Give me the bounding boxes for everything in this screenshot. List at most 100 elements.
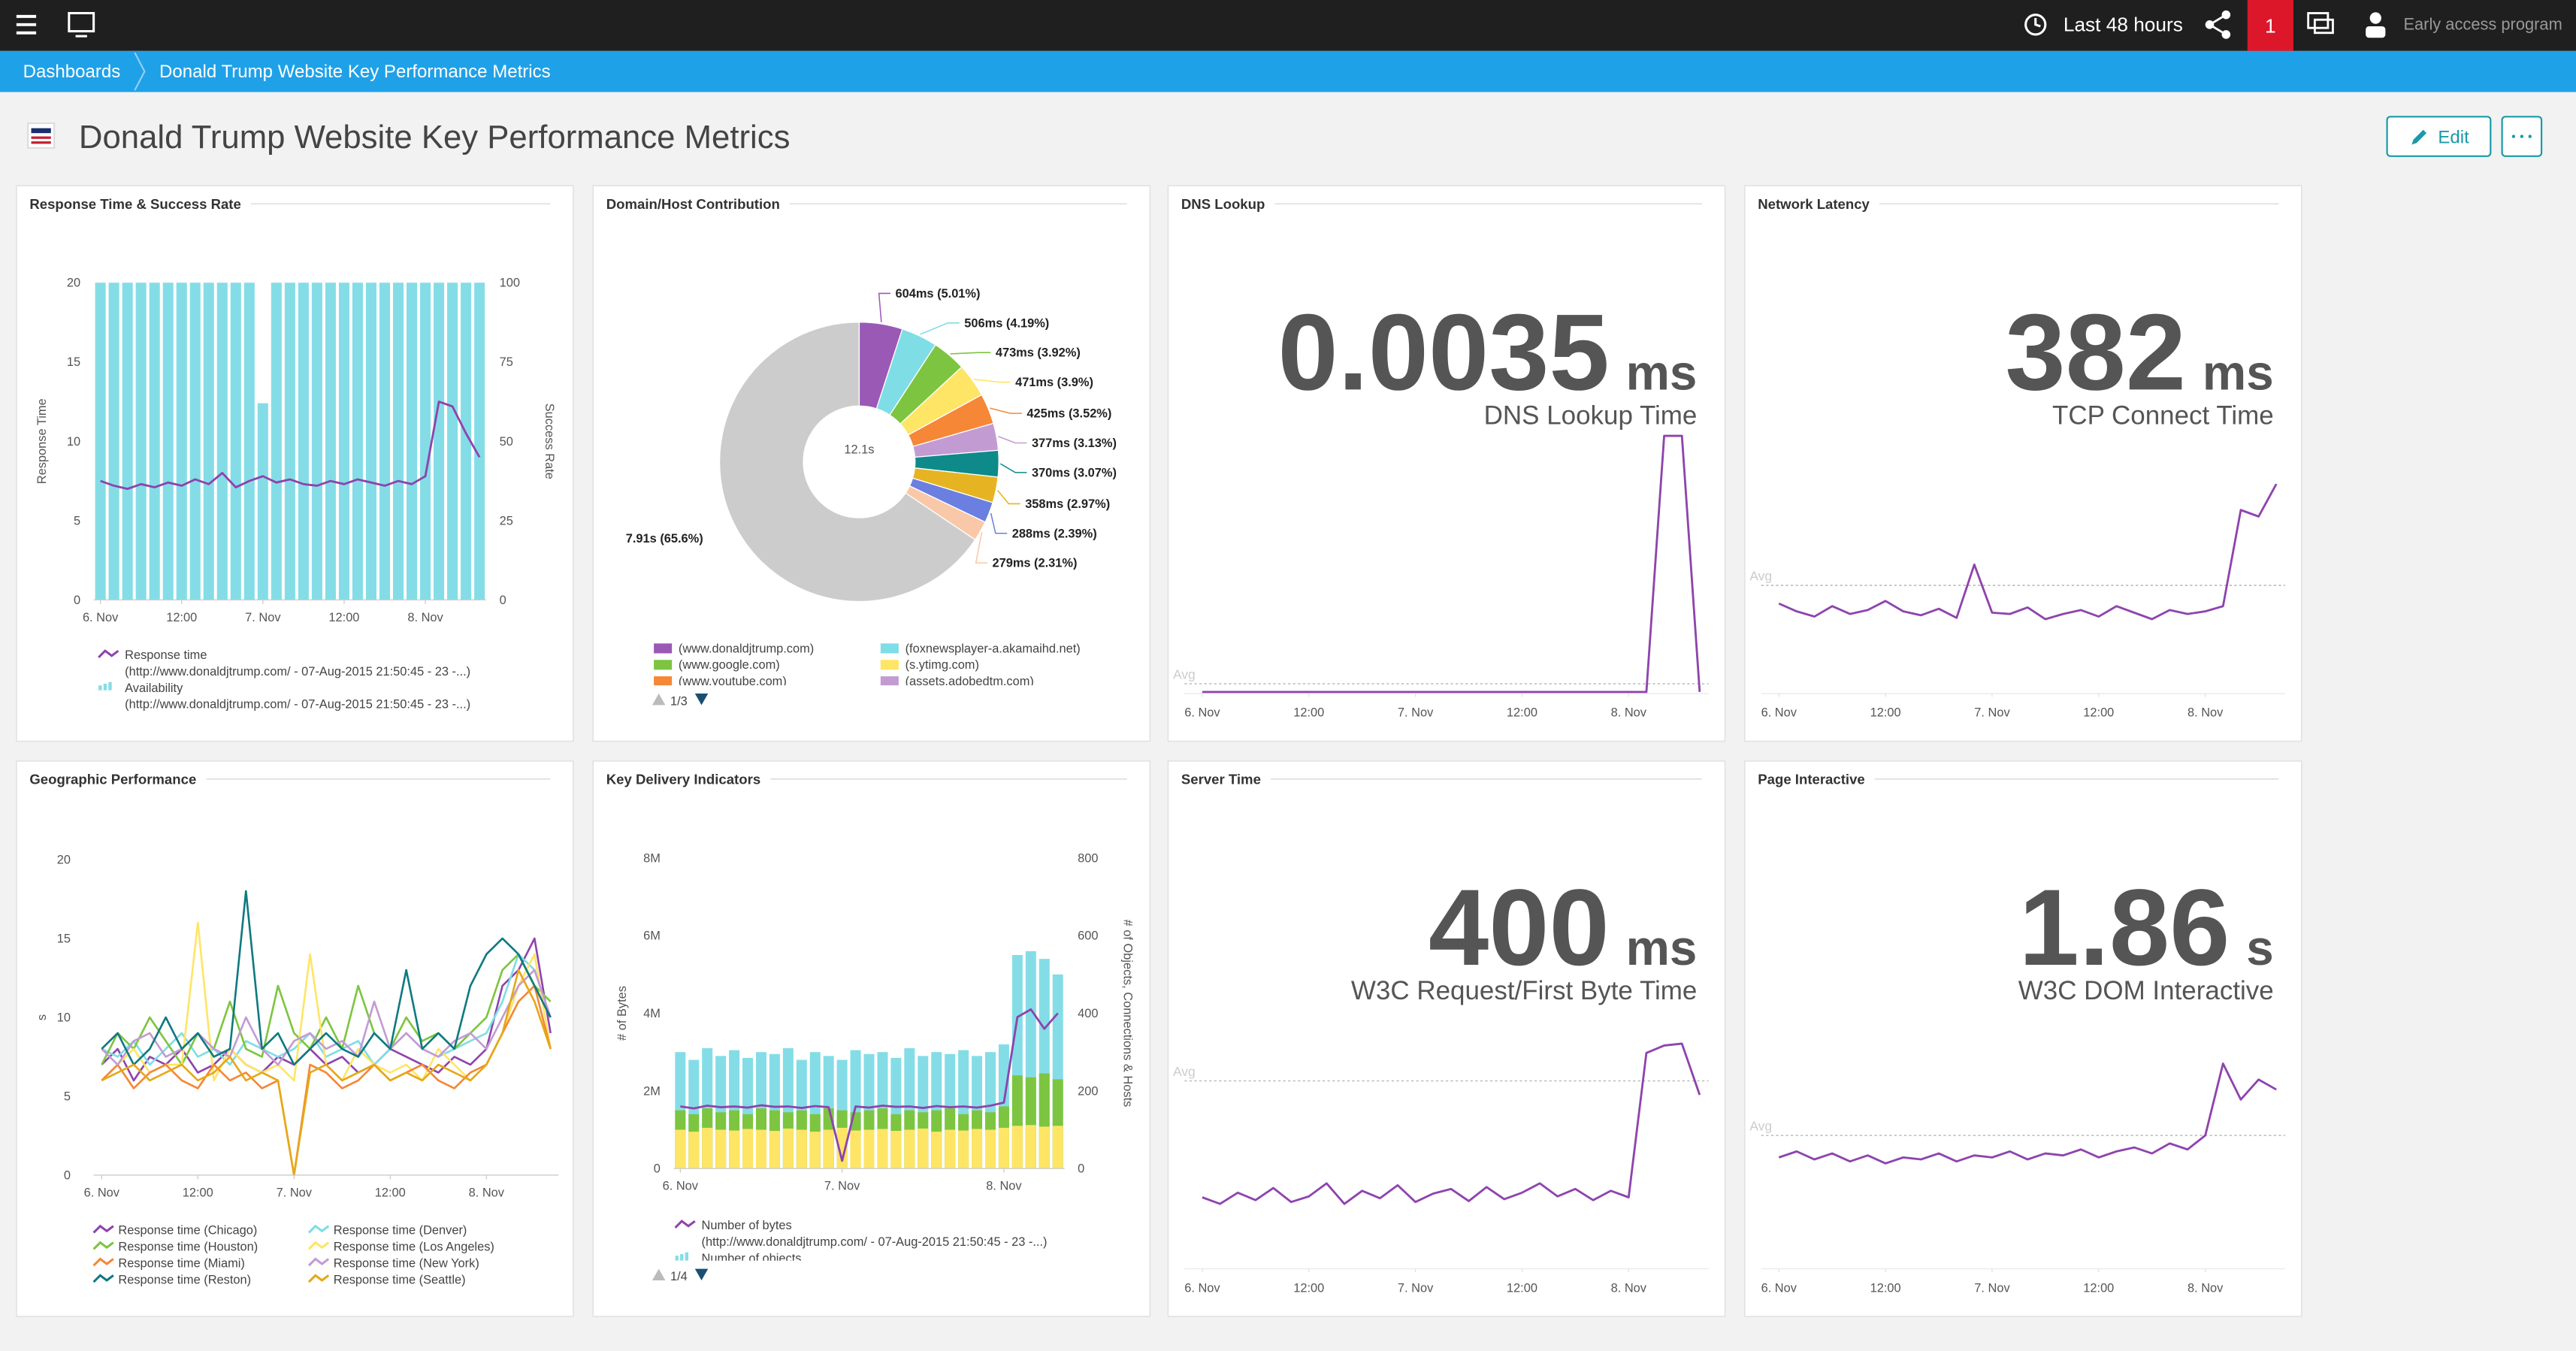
x-tick-label: 12:00 (183, 1186, 213, 1199)
y-tick-label: 15 (67, 355, 80, 369)
y-axis-title: s (35, 1014, 49, 1020)
bar (836, 1127, 848, 1169)
big-value: 400 (1429, 866, 1610, 988)
pager-up[interactable] (652, 694, 666, 706)
tile-title: Response Time & Success Rate (29, 196, 240, 212)
bar (715, 1129, 727, 1169)
dashboard-icon[interactable] (68, 11, 95, 38)
notification-count[interactable]: 1 (2265, 15, 2276, 38)
edit-button[interactable] (2386, 116, 2492, 157)
legend-label: Response time (Denver) (334, 1224, 467, 1238)
top-bar (0, 0, 2576, 51)
bar (904, 1129, 915, 1169)
series-line (1202, 434, 1701, 694)
series-line (101, 969, 552, 1177)
bar (1025, 1125, 1036, 1169)
legend-icon (685, 1252, 689, 1261)
bar (702, 1127, 713, 1169)
y-tick-label: 0 (654, 1162, 661, 1176)
legend-label: Response time (New York) (334, 1256, 479, 1270)
legend-swatch (654, 660, 673, 670)
x-tick-label: 12:00 (328, 611, 359, 624)
clock-icon[interactable] (2024, 14, 2047, 36)
y-tick-label: 0 (1078, 1162, 1084, 1176)
y-tick-label: 5 (64, 1090, 71, 1103)
user-icon[interactable] (2366, 12, 2386, 38)
bar (325, 283, 336, 600)
bar (230, 283, 241, 600)
chat-icon[interactable] (2307, 12, 2334, 35)
breadcrumb-root[interactable]: Dashboards (23, 62, 121, 82)
slice-label: 604ms (5.01%) (895, 287, 980, 301)
slice-label: 288ms (2.39%) (1012, 527, 1097, 540)
menu-icon[interactable] (16, 14, 37, 35)
slice-label: 471ms (3.9%) (1015, 376, 1093, 389)
x-tick-label: 12:00 (1293, 706, 1324, 720)
bar (1011, 1126, 1023, 1169)
x-tick-label: 12:00 (1293, 1281, 1324, 1295)
edit-icon[interactable] (2411, 129, 2427, 145)
legend-label: Number of bytes (702, 1219, 792, 1232)
more-icon[interactable] (2511, 134, 2532, 138)
share-icon[interactable] (2205, 10, 2231, 39)
pager-down[interactable] (694, 1268, 709, 1280)
pager-label: 1/4 (670, 1270, 688, 1283)
slice-label: 358ms (2.97%) (1025, 497, 1110, 511)
y-tick-label: 8M (643, 851, 661, 865)
leader-line (878, 292, 890, 322)
series-line (680, 1008, 1059, 1162)
bar (338, 283, 349, 600)
bar (474, 283, 485, 600)
x-tick-label: 12:00 (1507, 706, 1537, 720)
y-tick-label: 4M (643, 1007, 661, 1020)
x-tick-label: 7. Nov (277, 1186, 313, 1199)
legend-label: Response time (125, 648, 207, 662)
value-caption: W3C Request/First Byte Time (1351, 976, 1697, 1005)
legend-icon (98, 649, 119, 659)
legend-label: Response time (Houston) (118, 1241, 258, 1254)
bar (742, 1129, 754, 1169)
legend: Number of bytes (http://www.donaldjtrump.… (674, 1219, 1047, 1261)
bar (972, 1129, 983, 1169)
pie-total: 12.1s (844, 443, 874, 457)
legend-label: Response time (Reston) (118, 1273, 251, 1286)
edit-label[interactable]: Edit (2438, 127, 2469, 147)
bar (95, 283, 106, 600)
slice-label: 377ms (3.13%) (1032, 437, 1117, 450)
big-value: 382 (2005, 291, 2186, 413)
bar (1039, 1126, 1050, 1169)
legend-icon (92, 1224, 114, 1234)
avg-label: Avg (1173, 666, 1196, 682)
legend-icon (307, 1274, 330, 1283)
legend-label: Response time (Seattle) (334, 1273, 466, 1286)
y-tick-label: 25 (500, 514, 513, 527)
bar (1052, 1126, 1063, 1169)
legend-swatch (654, 643, 673, 654)
bar (984, 1129, 996, 1169)
big-value: 0.0035 (1277, 291, 1609, 413)
notification-badge[interactable] (2247, 0, 2293, 51)
breadcrumb-current: Donald Trump Website Key Performance Met… (159, 62, 551, 82)
y-tick-label: 20 (67, 277, 80, 290)
big-value: 1.86 (2019, 866, 2230, 988)
legend-icon (92, 1274, 114, 1283)
tile (1167, 185, 1726, 742)
bar (216, 283, 228, 600)
value-caption: DNS Lookup Time (1484, 400, 1698, 430)
pager-up[interactable] (652, 1268, 666, 1280)
tile-title: Domain/Host Contribution (606, 196, 780, 212)
x-tick-label: 8. Nov (2187, 1281, 2224, 1295)
slice-label: 370ms (3.07%) (1032, 466, 1117, 479)
pager-down[interactable] (694, 694, 709, 706)
y-tick-label: 5 (74, 514, 80, 527)
legend-detail: (http://www.donaldjtrump.com/ - 07-Aug-2… (125, 665, 470, 679)
user-label[interactable]: Early access program (2403, 14, 2562, 33)
x-tick-label: 8. Nov (1611, 706, 1647, 720)
x-tick-label: 12:00 (2083, 706, 2114, 720)
x-tick-label: 12:00 (2083, 1281, 2114, 1295)
leader-line (990, 407, 1022, 414)
x-tick-label: 8. Nov (986, 1180, 1022, 1193)
legend-label: (foxnewsplayer-a.akamaihd.net) (906, 642, 1081, 655)
timeframe[interactable]: Last 48 hours (2064, 14, 2183, 36)
